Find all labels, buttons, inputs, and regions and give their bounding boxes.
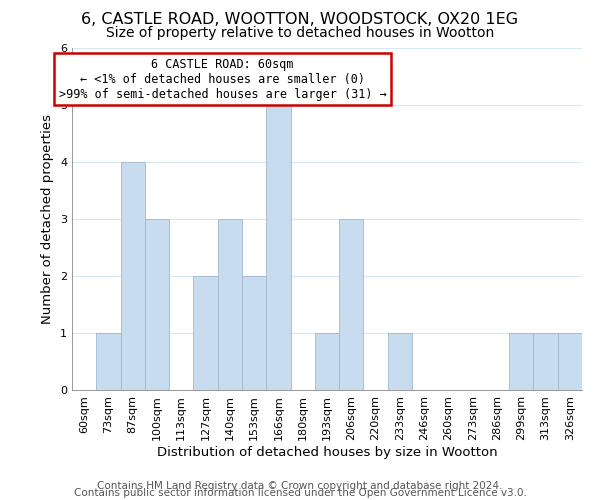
Bar [193,276,218,390]
Bar [388,333,412,390]
Bar [558,333,582,390]
Text: Contains public sector information licensed under the Open Government Licence v3: Contains public sector information licen… [74,488,526,498]
Text: Contains HM Land Registry data © Crown copyright and database right 2024.: Contains HM Land Registry data © Crown c… [97,481,503,491]
Text: Size of property relative to detached houses in Wootton: Size of property relative to detached ho… [106,26,494,40]
Bar [509,333,533,390]
Y-axis label: Number of detached properties: Number of detached properties [41,114,55,324]
Bar [242,276,266,390]
Bar [145,219,169,390]
Bar [533,333,558,390]
Text: 6 CASTLE ROAD: 60sqm
← <1% of detached houses are smaller (0)
>99% of semi-detac: 6 CASTLE ROAD: 60sqm ← <1% of detached h… [59,58,386,101]
Bar [96,333,121,390]
Bar [315,333,339,390]
Bar [121,162,145,390]
Text: 6, CASTLE ROAD, WOOTTON, WOODSTOCK, OX20 1EG: 6, CASTLE ROAD, WOOTTON, WOODSTOCK, OX20… [82,12,518,28]
Bar [266,104,290,390]
Bar [339,219,364,390]
Bar [218,219,242,390]
X-axis label: Distribution of detached houses by size in Wootton: Distribution of detached houses by size … [157,446,497,458]
